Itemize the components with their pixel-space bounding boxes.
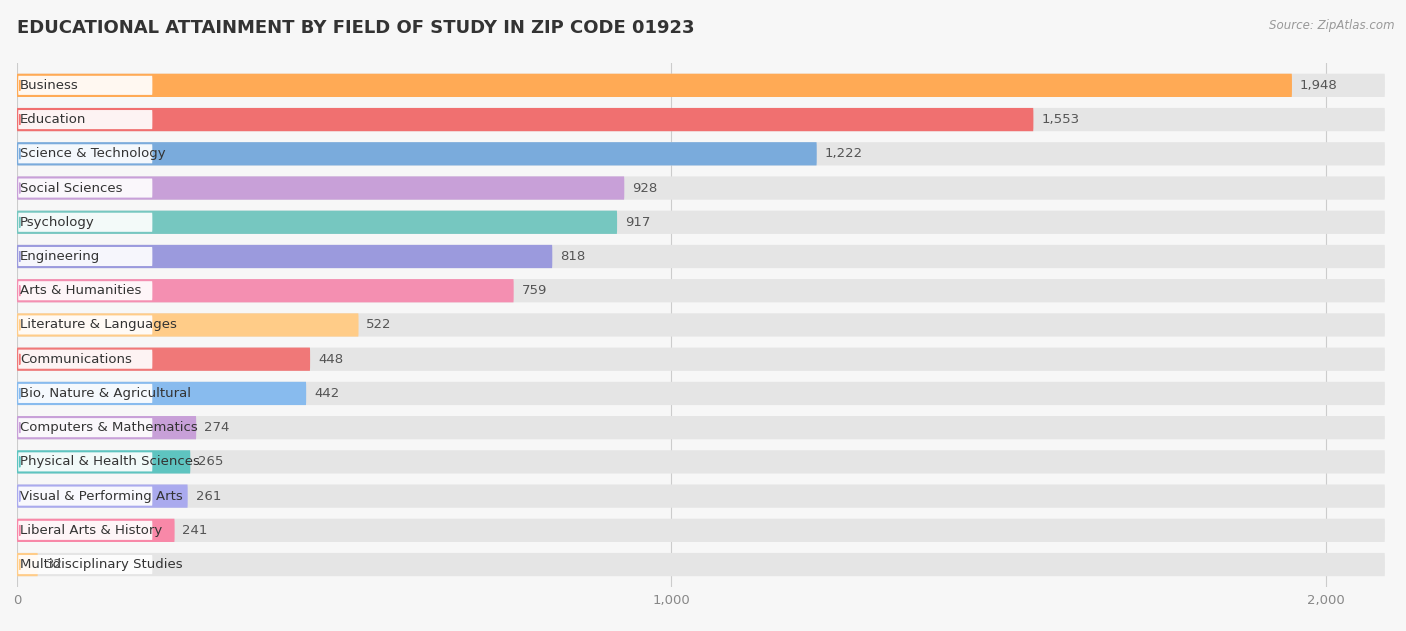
- Text: Communications: Communications: [20, 353, 132, 366]
- FancyBboxPatch shape: [17, 279, 513, 302]
- FancyBboxPatch shape: [17, 211, 617, 234]
- Text: EDUCATIONAL ATTAINMENT BY FIELD OF STUDY IN ZIP CODE 01923: EDUCATIONAL ATTAINMENT BY FIELD OF STUDY…: [17, 19, 695, 37]
- FancyBboxPatch shape: [17, 553, 1385, 576]
- FancyBboxPatch shape: [17, 74, 1292, 97]
- FancyBboxPatch shape: [17, 108, 1385, 131]
- FancyBboxPatch shape: [17, 245, 553, 268]
- Text: 1,553: 1,553: [1042, 113, 1080, 126]
- FancyBboxPatch shape: [17, 142, 1385, 165]
- FancyBboxPatch shape: [17, 382, 307, 405]
- FancyBboxPatch shape: [17, 211, 1385, 234]
- Text: 818: 818: [560, 250, 585, 263]
- Text: 522: 522: [367, 319, 392, 331]
- FancyBboxPatch shape: [17, 553, 38, 576]
- Text: Business: Business: [20, 79, 79, 92]
- Text: Science & Technology: Science & Technology: [20, 147, 166, 160]
- Text: Computers & Mathematics: Computers & Mathematics: [20, 421, 198, 434]
- Text: Liberal Arts & History: Liberal Arts & History: [20, 524, 162, 537]
- FancyBboxPatch shape: [18, 452, 152, 471]
- FancyBboxPatch shape: [18, 418, 152, 437]
- Text: Literature & Languages: Literature & Languages: [20, 319, 177, 331]
- FancyBboxPatch shape: [17, 108, 1033, 131]
- FancyBboxPatch shape: [17, 142, 817, 165]
- Text: 274: 274: [204, 421, 229, 434]
- FancyBboxPatch shape: [17, 451, 190, 473]
- Text: Visual & Performing Arts: Visual & Performing Arts: [20, 490, 183, 503]
- FancyBboxPatch shape: [17, 245, 1385, 268]
- Text: Psychology: Psychology: [20, 216, 94, 229]
- FancyBboxPatch shape: [18, 144, 152, 163]
- FancyBboxPatch shape: [18, 247, 152, 266]
- FancyBboxPatch shape: [18, 213, 152, 232]
- Text: 448: 448: [318, 353, 343, 366]
- FancyBboxPatch shape: [17, 177, 1385, 199]
- Text: 265: 265: [198, 456, 224, 468]
- Text: Bio, Nature & Agricultural: Bio, Nature & Agricultural: [20, 387, 191, 400]
- FancyBboxPatch shape: [18, 110, 152, 129]
- Text: 1,948: 1,948: [1299, 79, 1337, 92]
- Text: Physical & Health Sciences: Physical & Health Sciences: [20, 456, 200, 468]
- FancyBboxPatch shape: [18, 76, 152, 95]
- Text: 928: 928: [633, 182, 658, 194]
- Text: 261: 261: [195, 490, 221, 503]
- Text: Education: Education: [20, 113, 86, 126]
- FancyBboxPatch shape: [18, 487, 152, 505]
- FancyBboxPatch shape: [17, 74, 1385, 97]
- FancyBboxPatch shape: [18, 350, 152, 369]
- Text: 442: 442: [314, 387, 339, 400]
- Text: 759: 759: [522, 284, 547, 297]
- Text: 32: 32: [45, 558, 63, 571]
- FancyBboxPatch shape: [18, 316, 152, 334]
- Text: Arts & Humanities: Arts & Humanities: [20, 284, 141, 297]
- FancyBboxPatch shape: [18, 179, 152, 198]
- Text: Social Sciences: Social Sciences: [20, 182, 122, 194]
- FancyBboxPatch shape: [17, 519, 174, 542]
- FancyBboxPatch shape: [17, 416, 197, 439]
- FancyBboxPatch shape: [17, 279, 1385, 302]
- FancyBboxPatch shape: [17, 314, 359, 336]
- FancyBboxPatch shape: [17, 485, 188, 508]
- FancyBboxPatch shape: [17, 177, 624, 199]
- FancyBboxPatch shape: [17, 348, 1385, 371]
- FancyBboxPatch shape: [17, 485, 1385, 508]
- Text: Multidisciplinary Studies: Multidisciplinary Studies: [20, 558, 183, 571]
- Text: Source: ZipAtlas.com: Source: ZipAtlas.com: [1270, 19, 1395, 32]
- FancyBboxPatch shape: [18, 384, 152, 403]
- FancyBboxPatch shape: [17, 451, 1385, 473]
- FancyBboxPatch shape: [17, 416, 1385, 439]
- Text: Engineering: Engineering: [20, 250, 100, 263]
- Text: 241: 241: [183, 524, 208, 537]
- FancyBboxPatch shape: [17, 348, 311, 371]
- FancyBboxPatch shape: [18, 521, 152, 540]
- FancyBboxPatch shape: [17, 382, 1385, 405]
- Text: 917: 917: [624, 216, 651, 229]
- FancyBboxPatch shape: [18, 281, 152, 300]
- FancyBboxPatch shape: [17, 519, 1385, 542]
- FancyBboxPatch shape: [18, 555, 152, 574]
- FancyBboxPatch shape: [17, 314, 1385, 336]
- Text: 1,222: 1,222: [824, 147, 863, 160]
